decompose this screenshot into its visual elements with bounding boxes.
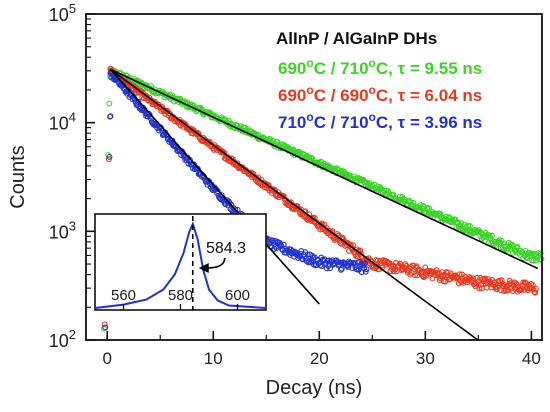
series-2-point	[106, 153, 113, 160]
series-2-point	[114, 75, 121, 82]
series-1-point	[532, 289, 539, 296]
inset-x-tick-label-0: 560	[111, 287, 136, 304]
series-1-point	[470, 275, 477, 282]
series-2-point	[361, 260, 368, 267]
inset-x-tick-label-1: 580	[168, 287, 193, 304]
series-1-point	[309, 215, 316, 222]
series-0-point	[537, 250, 544, 257]
series-2-point	[107, 113, 114, 120]
plot-frame	[85, 13, 543, 341]
series-0-fit-line	[110, 68, 539, 270]
inset-peak-annotation: 584.3	[206, 240, 246, 257]
x-axis-title: Decay (ns)	[266, 377, 363, 399]
inset-annotation-arrowhead	[198, 263, 209, 273]
series-1-point	[357, 250, 364, 257]
series-1-point	[494, 284, 501, 291]
series-2-point	[363, 266, 370, 273]
y-tick-label-1: 103	[49, 218, 76, 242]
series-1-point	[101, 321, 108, 328]
series-0-point	[535, 250, 542, 257]
series-1-point	[372, 265, 379, 272]
inset-spectrum-curve	[94, 221, 267, 309]
legend-entry-2: 710oC / 710oC, τ = 3.96 ns	[278, 110, 482, 132]
series-1-point	[498, 277, 505, 284]
series-1-fit-line	[109, 68, 479, 342]
y-axis-title: Counts	[7, 145, 29, 208]
series-2-fit-line	[109, 68, 320, 305]
series-2-point	[338, 265, 345, 272]
series-1-point	[444, 269, 451, 276]
series-1-point	[166, 110, 173, 117]
series-2-point	[350, 260, 357, 267]
series-0-point	[197, 104, 204, 111]
inset-x-tick-label-2: 600	[225, 287, 250, 304]
series-0-point	[396, 193, 403, 200]
inset-spectrum: 584.3 560 580 600	[94, 213, 267, 311]
x-tick-label-2: 20	[310, 349, 329, 368]
series-0-point	[106, 100, 113, 107]
inset-annotation-arrow	[206, 257, 226, 269]
legend-title: AlInP / AlGaInP DHs	[276, 29, 437, 48]
legend-entry-0: 690oC / 710oC, τ = 9.55 ns	[278, 56, 482, 78]
series-1-point	[456, 271, 463, 278]
series-0-point	[346, 172, 353, 179]
series-2-point	[226, 200, 233, 207]
series-0-point	[524, 255, 531, 262]
series-2-point	[183, 157, 190, 164]
series-2-point	[335, 262, 342, 269]
x-tick-label-4: 40	[522, 349, 541, 368]
series-0-point	[530, 257, 537, 264]
y-tick-label-3: 105	[49, 1, 76, 25]
y-tick-label-0: 102	[49, 327, 76, 351]
series-2-point	[102, 324, 109, 331]
series-0-point	[489, 232, 496, 239]
legend-entry-1: 690oC / 690oC, τ = 6.04 ns	[278, 83, 482, 105]
x-axis-ticks: 0 10 20 30 40	[102, 331, 541, 368]
series-1-point	[412, 272, 418, 279]
series-2-point	[150, 121, 157, 127]
series-0-point	[514, 244, 521, 250]
series-1-point	[521, 286, 527, 293]
series-0-point	[315, 159, 321, 166]
x-tick-label-0: 0	[102, 349, 111, 368]
x-tick-label-3: 30	[416, 349, 435, 368]
legend: AlInP / AlGaInP DHs 690oC / 710oC, τ = 9…	[276, 29, 482, 132]
series-2-point	[362, 268, 369, 275]
series-0-point	[496, 237, 503, 244]
series-2-point	[232, 206, 239, 213]
x-tick-label-1: 10	[204, 349, 223, 368]
series-1-point	[287, 199, 294, 206]
inset-x-ticks: 560 580 600	[111, 287, 250, 310]
series-1-point	[328, 229, 335, 236]
series-2-point	[326, 265, 333, 272]
y-axis-ticks: 102 103 104 105	[49, 1, 95, 351]
fit-lines	[109, 68, 539, 342]
series-1-point	[532, 285, 539, 292]
y-tick-label-2: 104	[49, 110, 76, 134]
series-0-point	[509, 241, 515, 248]
